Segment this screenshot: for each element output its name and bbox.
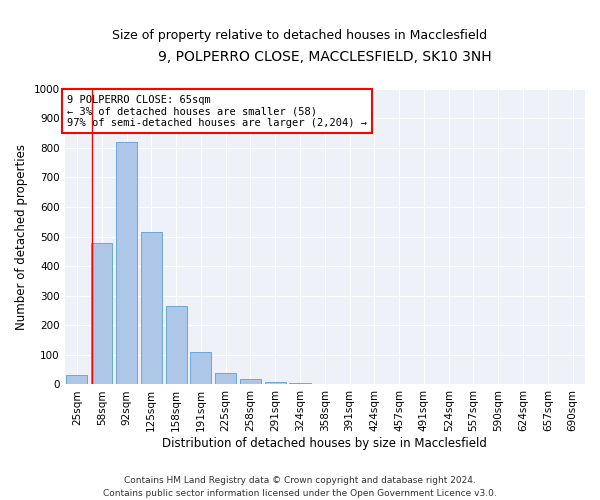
X-axis label: Distribution of detached houses by size in Macclesfield: Distribution of detached houses by size … (163, 437, 487, 450)
Bar (91, 242, 112, 384)
Text: 9 POLPERRO CLOSE: 65sqm
← 3% of detached houses are smaller (58)
97% of semi-det: 9 POLPERRO CLOSE: 65sqm ← 3% of detached… (67, 94, 367, 128)
Bar (190, 352, 211, 384)
Bar (141, 232, 162, 384)
Bar (289, 383, 311, 384)
Title: 9, POLPERRO CLOSE, MACCLESFIELD, SK10 3NH: 9, POLPERRO CLOSE, MACCLESFIELD, SK10 3N… (158, 50, 491, 64)
Bar (67, 374, 88, 384)
Bar (215, 373, 236, 384)
Bar (166, 306, 187, 384)
Bar (265, 382, 286, 384)
Bar (116, 142, 137, 384)
Bar (240, 378, 261, 384)
Text: Contains HM Land Registry data © Crown copyright and database right 2024.
Contai: Contains HM Land Registry data © Crown c… (103, 476, 497, 498)
Y-axis label: Number of detached properties: Number of detached properties (15, 144, 28, 330)
Text: Size of property relative to detached houses in Macclesfield: Size of property relative to detached ho… (112, 30, 488, 43)
